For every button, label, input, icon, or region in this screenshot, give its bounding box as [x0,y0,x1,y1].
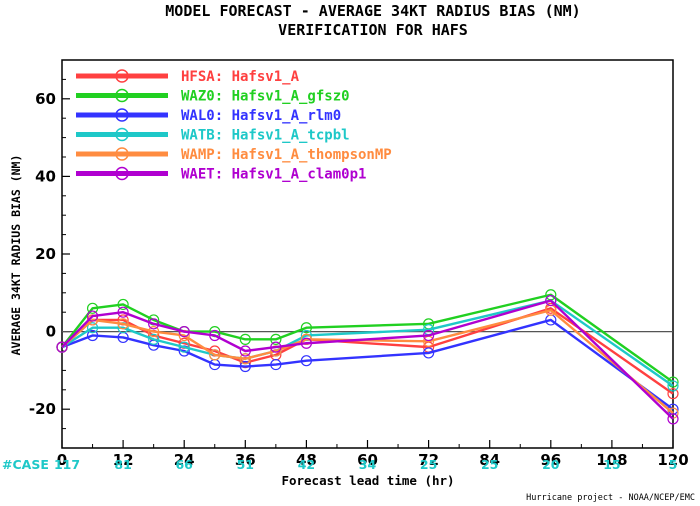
legend-item: WAZ0: Hafsv1_A_gfsz0 [76,89,350,105]
data-point [239,333,251,345]
case-count: 51 [237,457,254,472]
case-count: 25 [481,457,498,472]
legend-label: WATB: Hafsv1_A_tcpbl [181,128,350,144]
legend-marker [115,166,129,181]
data-point [270,358,282,371]
data-point [300,322,312,334]
data-point [148,318,160,330]
case-count-label: #CASE [2,457,49,472]
data-point [117,306,129,318]
data-point [270,333,282,345]
data-point [423,347,435,359]
plot-frame [61,59,674,449]
x-axis-label: Forecast lead time (hr) [281,473,454,488]
x-tick-label: 48 [296,451,317,469]
y-axis-label: AVERAGE 34KT RADIUS BIAS (NM) [9,155,23,356]
case-count: 5 [669,457,678,472]
legend-label: WAMP: Hafsv1_A_thompsonMP [181,147,392,163]
data-point [86,322,99,334]
legend-marker [115,108,129,122]
legend-marker [115,147,129,161]
chart-subtitle: VERIFICATION FOR HAFS [278,21,468,39]
legend-marker [115,69,129,83]
data-point [300,355,312,367]
credit-text: Hurricane project - NOAA/NCEP/EMC [526,493,695,503]
case-count: 81 [114,457,131,472]
legend-marker [115,88,129,103]
data-point [148,326,160,338]
y-tick-label: 0 [46,323,56,341]
case-count: 42 [298,457,315,472]
case-count: 20 [542,457,560,472]
y-tick-label: 40 [35,167,56,185]
data-point [86,310,99,322]
case-count: 15 [603,457,620,472]
series-6 [56,294,679,425]
data-point [300,337,312,349]
data-point [667,388,679,400]
data-point [178,326,190,338]
data-point [423,329,435,342]
x-tick-label: 72 [418,451,439,469]
data-point [56,341,68,353]
legend-label: WAL0: Hafsv1_A_rlm0 [181,108,341,124]
chart-title: MODEL FORECAST - AVERAGE 34KT RADIUS BIA… [165,2,580,20]
data-point [667,413,679,425]
legend-label: WAET: Hafsv1_A_clam0p1 [181,167,366,183]
y-axis: -20 0 20 40 60 [29,59,70,449]
data-point [667,380,679,392]
x-tick-label: 96 [540,451,561,469]
y-tick-label: -20 [29,400,56,418]
x-tick-label: 60 [357,451,378,469]
x-tick-label: 12 [113,451,134,469]
data-point [86,329,99,342]
case-count: 25 [420,457,437,472]
data-point [178,341,190,353]
x-tick-label: 108 [596,451,627,469]
data-point [239,345,251,357]
legend-marker [115,127,129,142]
case-count: 34 [359,457,377,472]
legend: HFSA: Hafsv1_A WAZ0: Hafsv1_A_gfsz0 WAL0: … [76,69,392,183]
legend-item: WAMP: Hafsv1_A_thompsonMP [76,147,392,163]
x-tick-label: 0 [57,451,67,469]
x-tick-label: 24 [174,451,195,469]
series-3 [56,314,679,415]
legend-item: WAET: Hafsv1_A_clam0p1 [76,167,366,183]
x-axis: 0 12 24 36 48 60 72 84 96 108 120 [57,440,689,469]
data-point [86,302,99,314]
legend-item: WAL0: Hafsv1_A_rlm0 [76,108,341,124]
x-tick-label: 120 [657,451,688,469]
x-tick-label: 36 [235,451,256,469]
data-point [148,333,160,345]
y-tick-label: 20 [35,245,56,263]
x-tick-label: 84 [479,451,500,469]
data-point [545,294,557,307]
y-tick-label: 60 [35,90,56,108]
data-point [209,329,221,342]
case-count: 117 [54,457,80,472]
data-point [209,349,221,361]
case-count: 66 [175,457,193,472]
legend-label: WAZ0: Hafsv1_A_gfsz0 [181,89,350,105]
data-point [239,360,251,373]
legend-item: WATB: Hafsv1_A_tcpbl [76,128,350,144]
legend-label: HFSA: Hafsv1_A [181,69,300,85]
data-point [117,318,129,330]
data-point [239,353,251,365]
data-point [270,341,282,353]
case-count-row: #CASE 117 81 66 51 42 34 25 25 20 15 5 [2,457,677,472]
legend-item: HFSA: Hafsv1_A [76,69,300,85]
data-point [117,298,129,311]
series-layer [56,289,679,425]
